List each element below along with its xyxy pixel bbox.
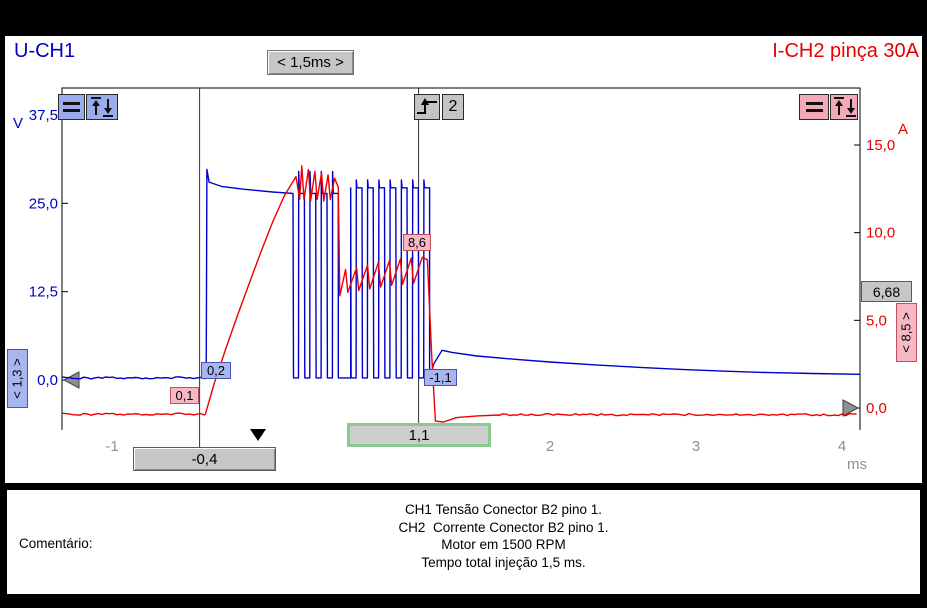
ch1-position-handle[interactable]: < 1,3 > [7, 349, 28, 408]
ch2-position-handle[interactable]: < 8,5 > [896, 303, 917, 362]
comment-line: CH2 Corrente Conector B2 pino 1. [398, 519, 609, 535]
rising-edge-icon [417, 98, 437, 114]
cursor2-ch1-value: -1,1 [424, 369, 457, 386]
comment-text[interactable]: CH1 Tensão Conector B2 pino 1. CH2 Corre… [87, 501, 920, 571]
comment-line: CH1 Tensão Conector B2 pino 1. [404, 502, 603, 517]
ch2-title: I-CH2 pinça 30A [772, 40, 919, 62]
scale-arrows-icon [834, 97, 856, 117]
coupling-bars-icon [805, 102, 823, 112]
ch1-coupling-button[interactable] [58, 94, 85, 120]
cursor2-ch2-value: 8,6 [403, 234, 431, 251]
ch2-coupling-button[interactable] [799, 94, 829, 120]
trigger-source-button[interactable]: 2 [442, 94, 464, 120]
ch1-scale-button[interactable] [86, 94, 118, 120]
scale-arrows-icon [91, 97, 113, 117]
comment-line: Motor em 1500 RPM [441, 537, 566, 552]
timebase-button[interactable]: < 1,5ms > [267, 50, 354, 75]
comment-panel: Comentário: CH1 Tensão Conector B2 pino … [5, 488, 922, 596]
cursor1-time-button[interactable]: -0,4 [133, 447, 276, 471]
ch2-scale-button[interactable] [830, 94, 858, 120]
ch1-title: U-CH1 [14, 40, 76, 62]
comment-line: Tempo total injeção 1,5 ms. [421, 554, 586, 570]
delta-time-button[interactable]: 1,1 [347, 423, 491, 447]
comment-label: Comentário: [19, 536, 93, 551]
trigger-edge-button[interactable] [414, 94, 440, 120]
title-bar [0, 0, 927, 36]
coupling-bars-icon [63, 102, 80, 112]
cursor1-ch1-value: 0,2 [201, 362, 231, 379]
right-measurement-box[interactable]: 6,68 [861, 281, 912, 302]
cursor1-ch2-value: 0,1 [170, 387, 199, 404]
